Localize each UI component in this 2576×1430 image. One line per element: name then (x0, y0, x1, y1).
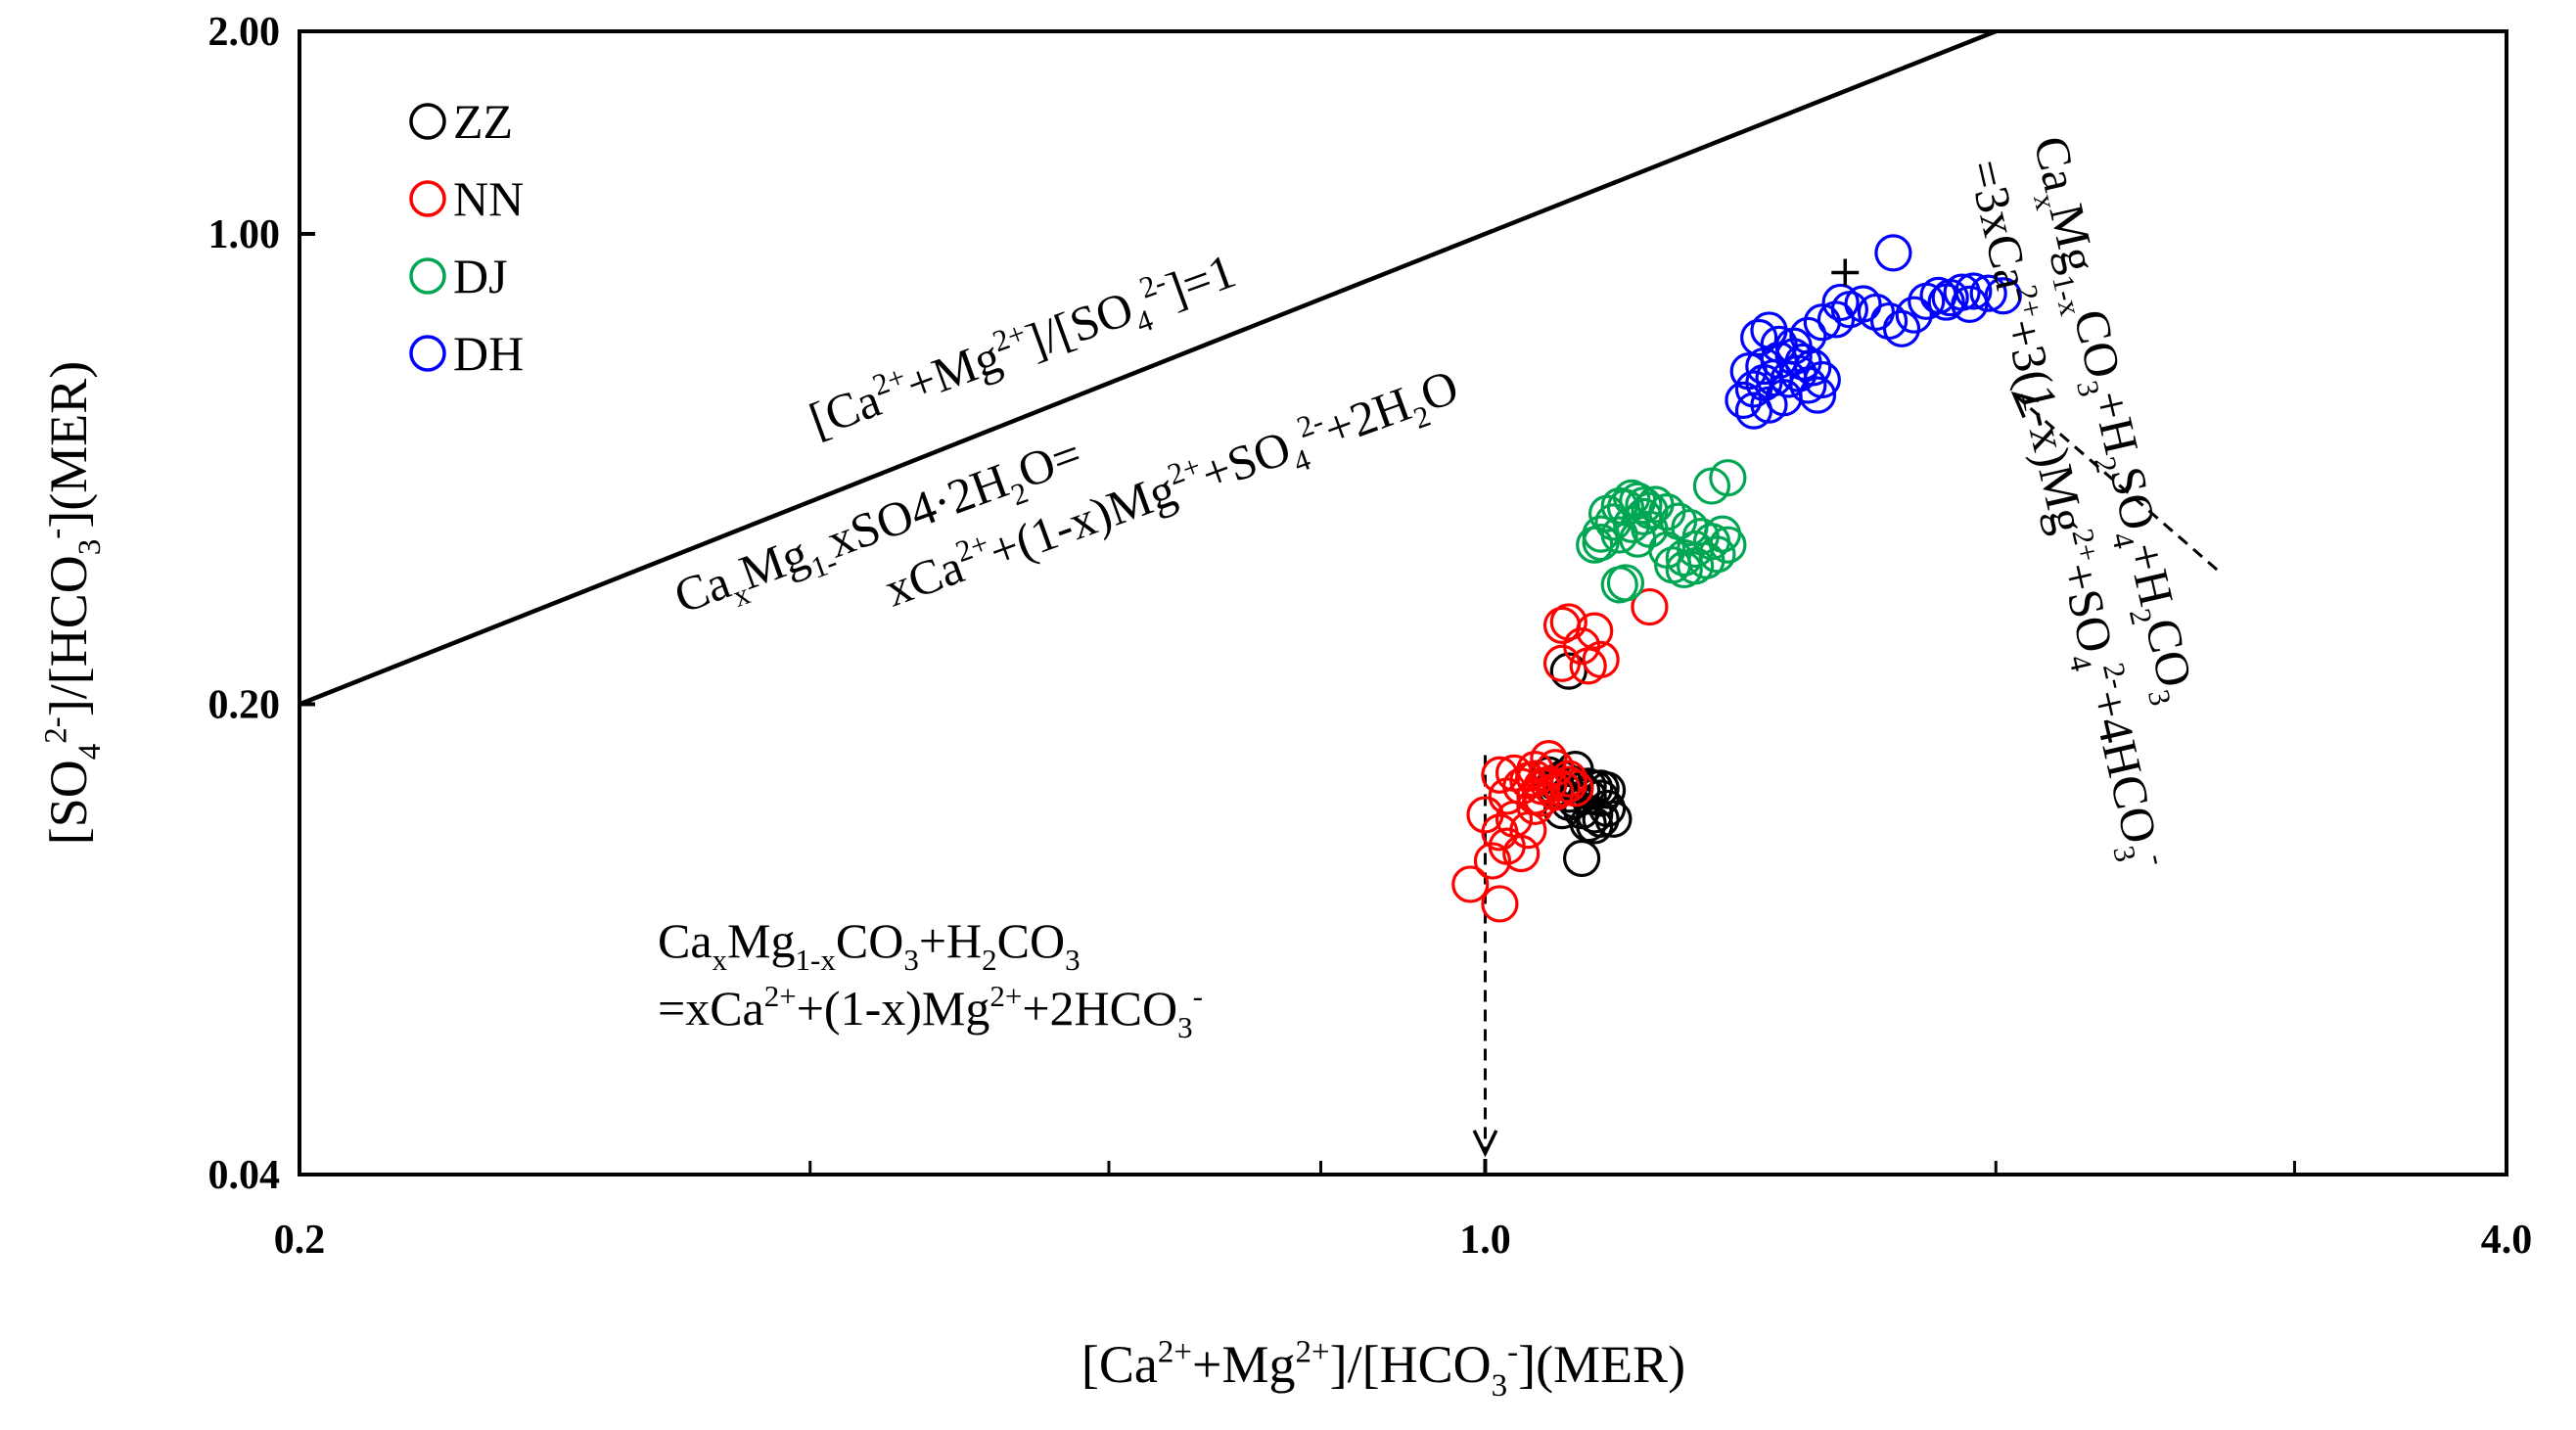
data-point (1740, 318, 1778, 357)
data-point (1648, 530, 1686, 570)
data-point (1582, 800, 1620, 838)
y-tick-label: 2.00 (208, 10, 281, 55)
series-nn (1451, 587, 1669, 923)
y-tick-label: 1.00 (208, 212, 281, 257)
data-point (1803, 360, 1841, 399)
y-tick-label: 0.04 (208, 1153, 281, 1198)
legend-label: ZZ (453, 94, 513, 149)
data-point (1481, 885, 1519, 923)
data-point (1874, 234, 1912, 272)
data-point (1556, 769, 1594, 807)
data-point (1569, 647, 1607, 685)
data-point (1537, 749, 1575, 787)
sulfuric-acid-arrow (2012, 392, 2219, 572)
data-points (1451, 234, 2022, 923)
data-point (1821, 283, 1860, 322)
x-axis-ticks: 0.2 1.0 4.0 (274, 1159, 2533, 1263)
series-dj (1576, 459, 1747, 604)
data-point (1600, 516, 1638, 554)
y-axis-label: [SO42-]/[HCO3-](MER) (38, 361, 108, 845)
data-point (1765, 379, 1803, 417)
legend-item-dh: DH (409, 326, 524, 381)
x-axis-label: [Ca2++Mg2+]/[HCO3-](MER) (1081, 1334, 1685, 1404)
data-point (1466, 796, 1504, 834)
carbonate-equation-line1: CaxMg1-xCO3+H2CO3 (658, 913, 1081, 977)
data-point (1549, 603, 1587, 641)
data-point (1927, 283, 1965, 321)
data-point (1789, 316, 1827, 354)
data-point (1582, 779, 1620, 817)
carbonate-equation-line2: =xCa2++(1-x)Mg2++2HCO3- (658, 979, 1203, 1044)
legend-label: NN (453, 171, 524, 226)
y-tick-label: 0.20 (208, 682, 281, 727)
plot-border (298, 29, 2508, 1176)
data-point (1895, 296, 1933, 334)
reference-line (299, 28, 1998, 707)
data-point (1576, 769, 1614, 807)
data-point (1606, 564, 1645, 602)
data-point (1587, 789, 1627, 828)
data-point (1969, 274, 2007, 312)
data-point (1631, 587, 1669, 626)
legend-label: DJ (453, 249, 508, 303)
legend-label: DH (453, 326, 524, 381)
data-point (1530, 740, 1568, 778)
axis-labels: [Ca2++Mg2+]/[HCO3-](MER) [SO42-]/[HCO3-](… (38, 361, 1685, 1404)
data-point (1516, 777, 1554, 815)
legend-item-nn: NN (409, 171, 524, 226)
data-point (1549, 652, 1587, 690)
sulfuric-acid-arrow-head (2010, 391, 2040, 419)
plot-frame (298, 29, 2508, 1176)
data-point (1549, 760, 1587, 798)
ratio-one-line (299, 28, 1998, 707)
data-point (1516, 750, 1554, 789)
x-tick-label: 4.0 (2481, 1218, 2533, 1263)
data-point (1709, 459, 1747, 497)
legend: ZZ NN DJ DH (409, 94, 524, 381)
data-point (1451, 865, 1490, 903)
data-point (1582, 524, 1620, 562)
legend-marker (409, 180, 446, 217)
data-point (1563, 839, 1601, 878)
data-point (1473, 842, 1512, 880)
legend-item-zz: ZZ (409, 94, 513, 149)
legend-marker (409, 335, 446, 372)
x-tick-label: 0.2 (274, 1218, 326, 1263)
legend-marker (409, 103, 446, 140)
data-point (1882, 309, 1921, 347)
legend-item-dj: DJ (409, 249, 508, 303)
data-point (1516, 787, 1554, 825)
data-point (1760, 325, 1798, 364)
data-point (1594, 800, 1633, 838)
data-point (1542, 644, 1582, 682)
data-point (1698, 535, 1736, 574)
x-tick-label: 1.0 (1459, 1218, 1511, 1263)
data-point (1703, 515, 1742, 553)
series-dh (1725, 234, 2022, 430)
data-point (1951, 285, 1989, 323)
y-axis-ticks: 0.04 0.20 1.00 2.00 (208, 10, 315, 1198)
legend-marker (409, 257, 446, 295)
carbonic-acid-arrow-head (1472, 1130, 1498, 1158)
plus-marker (1831, 258, 1860, 287)
